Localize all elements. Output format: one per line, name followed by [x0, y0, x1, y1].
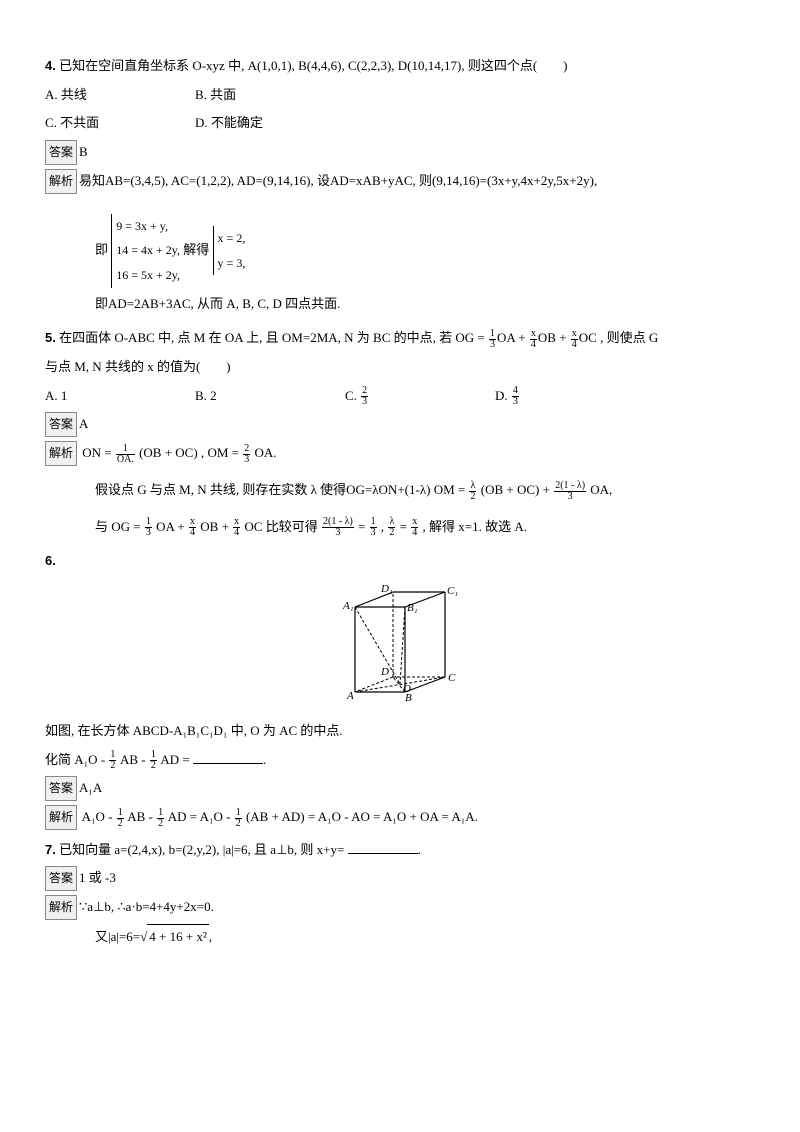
svg-text:A₁: A₁	[342, 600, 354, 612]
q5-frac3: x4	[571, 329, 578, 350]
q5-explain-line3: 与 OG = 13 OA + x4 OB + x4 OC 比较可得 2(1 - …	[95, 515, 755, 540]
q5-optB: B. 2	[195, 384, 345, 409]
q4-system: 即 9 = 3x + y, 14 = 4x + 2y, 16 = 5x + 2y…	[95, 214, 755, 288]
svg-text:B₁: B₁	[407, 602, 418, 614]
explain-label: 解析	[45, 169, 77, 194]
q4-sol2: y = 3,	[218, 256, 246, 270]
svg-text:D: D	[380, 666, 389, 678]
q4-sol1: x = 2,	[218, 231, 246, 245]
q4-optD: D. 不能确定	[195, 111, 263, 136]
q4-optB: B. 共面	[195, 83, 236, 108]
q6-line2: 化简 A₁O - 12 AB - 12 AD = .	[45, 748, 755, 773]
q4-num: 4.	[45, 58, 56, 73]
q4-ans: B	[79, 144, 88, 159]
q5-optA: A. 1	[45, 384, 195, 409]
q5-answer: 答案A	[45, 412, 755, 437]
svg-text:D₁: D₁	[380, 583, 393, 595]
q4-sol-pre: 解得	[183, 242, 209, 257]
q5-stem-c: 与点 M, N 共线的 x 的值为( )	[45, 355, 755, 380]
q6-answer: 答案A₁A	[45, 776, 755, 801]
q5-options: A. 1 B. 2 C. 23 D. 43	[45, 384, 755, 409]
q4-optC: C. 不共面	[45, 111, 195, 136]
q4-options-row1: A. 共线 B. 共面	[45, 83, 755, 108]
q6-figure: A B C D A₁ B₁ C₁ D₁ O	[45, 582, 755, 711]
q4-stem-text: 已知在空间直角坐标系 O-xyz 中, A(1,0,1), B(4,4,6), …	[59, 58, 567, 73]
q5-optC: C. 23	[345, 384, 495, 409]
q4-sys3: 16 = 5x + 2y,	[116, 268, 180, 282]
q5-stem-a: 在四面体 O-ABC 中, 点 M 在 OA 上, 且 OM=2MA, N 为 …	[59, 330, 452, 345]
q5-optD: D. 43	[495, 384, 520, 409]
svg-text:C: C	[448, 672, 456, 684]
q6-explain: 解析 A₁O - 12 AB - 12 AD = A₁O - 12 (AB + …	[45, 805, 755, 830]
svg-text:O: O	[403, 683, 411, 695]
q4-options-row2: C. 不共面 D. 不能确定	[45, 111, 755, 136]
q4-answer: 答案B	[45, 140, 755, 165]
q4-sys1: 9 = 3x + y,	[116, 219, 168, 233]
q6-stem: 如图, 在长方体 ABCD-A₁B₁C₁D₁ 中, O 为 AC 的中点.	[45, 719, 755, 744]
q4-sys2: 14 = 4x + 2y,	[116, 243, 180, 257]
q6-num-line: 6.	[45, 549, 755, 574]
q4-stem: 4. 已知在空间直角坐标系 O-xyz 中, A(1,0,1), B(4,4,6…	[45, 54, 755, 79]
q5-stem-b: , 则使点 G	[600, 330, 658, 345]
q6-blank	[193, 750, 263, 764]
q5-stem: 5. 在四面体 O-ABC 中, 点 M 在 OA 上, 且 OM=2MA, N…	[45, 326, 755, 351]
q5-explain-line1: 解析 ON = 1OA. (OB + OC) , OM = 23 OA.	[45, 441, 755, 466]
q4-optA: A. 共线	[45, 83, 195, 108]
q5-frac1: 13	[489, 329, 496, 350]
sqrt-icon: 4 + 16 + x²	[140, 929, 209, 944]
q7-explain2: 又|a|=6=4 + 16 + x²,	[95, 924, 755, 950]
q4-sys-pre: 即	[95, 242, 108, 257]
svg-text:A: A	[346, 690, 354, 702]
q5-num: 5.	[45, 330, 56, 345]
q4-exp1: 易知AB=(3,4,5), AC=(1,2,2), AD=(9,14,16), …	[79, 173, 597, 188]
q5-og: OG	[455, 330, 474, 345]
q4-explain2: 即AD=2AB+3AC, 从而 A, B, C, D 四点共面.	[95, 292, 755, 317]
q4-explain1: 解析易知AB=(3,4,5), AC=(1,2,2), AD=(9,14,16)…	[45, 169, 755, 194]
q7-answer: 答案1 或 -3	[45, 866, 755, 891]
q4-brace2: x = 2, y = 3,	[213, 226, 246, 275]
cuboid-svg: A B C D A₁ B₁ C₁ D₁ O	[325, 582, 475, 702]
q7-stem: 7. 已知向量 a=(2,4,x), b=(2,y,2), |a|=6, 且 a…	[45, 838, 755, 863]
q7-blank	[348, 840, 418, 854]
q5-frac2: x4	[530, 329, 537, 350]
svg-text:C₁: C₁	[447, 585, 458, 597]
q7-explain1: 解析∵a⊥b, ∴a·b=4+4y+2x=0.	[45, 895, 755, 920]
answer-label: 答案	[45, 140, 77, 165]
q5-explain-line2: 假设点 G 与点 M, N 共线, 则存在实数 λ 使得OG=λON+(1-λ)…	[95, 478, 755, 503]
q4-brace1: 9 = 3x + y, 14 = 4x + 2y, 16 = 5x + 2y,	[111, 214, 180, 288]
q4-exp2: 即AD=2AB+3AC, 从而 A, B, C, D 四点共面.	[95, 296, 340, 311]
